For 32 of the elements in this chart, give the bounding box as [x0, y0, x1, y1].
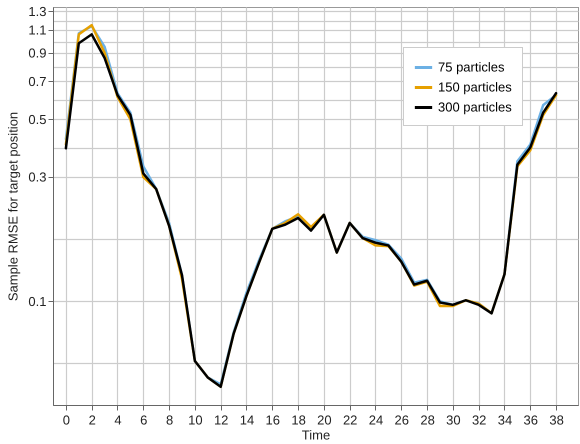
legend-label: 150 particles — [438, 80, 512, 94]
x-tick-label: 26 — [394, 412, 410, 428]
legend-label: 75 particles — [438, 60, 505, 74]
x-tick-label: 30 — [446, 412, 461, 428]
x-tick-label: 0 — [62, 412, 70, 428]
y-tick-label: 0.5 — [28, 112, 46, 127]
x-tick-label: 12 — [214, 412, 228, 428]
x-tick-label: 20 — [317, 412, 332, 428]
x-tick-label: 10 — [188, 412, 203, 428]
y-tick-label: 0.3 — [28, 170, 46, 185]
y-tick-label: 0.1 — [28, 294, 46, 309]
x-tick-label: 34 — [498, 412, 512, 428]
x-tick-label: 18 — [291, 412, 306, 428]
y-tick-label: 0.7 — [28, 74, 46, 89]
x-axis-title: Time — [302, 428, 330, 442]
x-tick-label: 28 — [420, 412, 435, 428]
y-tick-label: 1.3 — [28, 4, 46, 19]
x-tick-label: 4 — [114, 412, 122, 428]
legend-label: 300 particles — [438, 100, 512, 114]
x-tick-label: 14 — [240, 412, 254, 428]
x-tick-label: 24 — [368, 412, 384, 428]
y-axis-title: Sample RMSE for target position — [5, 112, 20, 302]
x-tick-label: 6 — [140, 412, 148, 428]
y-tick-label: 1.1 — [28, 22, 46, 38]
x-tick-label: 22 — [342, 412, 358, 428]
y-tick-label: 0.9 — [28, 45, 46, 60]
x-tick-label: 16 — [266, 412, 280, 428]
x-tick-label: 36 — [524, 412, 538, 428]
x-tick-label: 32 — [472, 412, 486, 428]
x-tick-label: 8 — [166, 412, 174, 428]
x-tick-label: 38 — [549, 412, 564, 428]
x-tick-label: 2 — [88, 412, 96, 428]
